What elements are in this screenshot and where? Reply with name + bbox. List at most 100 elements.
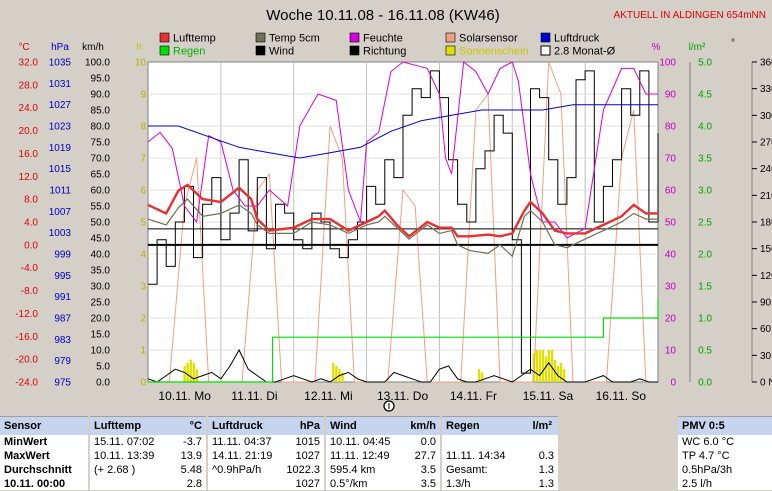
stats-regen-column: Regen l/m² 11.11. 14:34 0.3 Gesamt: 1.3 1.3… (442, 416, 558, 490)
axis-header-hpa: hPa (51, 42, 69, 53)
sunshine-bar (189, 359, 192, 382)
tick-label-pct: 40 (665, 250, 677, 261)
tick-label-h: 1 (140, 346, 146, 357)
tick-label-deg: 150 (760, 244, 772, 255)
series-line-lufttemp (147, 183, 658, 238)
series-line-temp5cm (147, 198, 658, 258)
stats-wind-row: 10.11. 04:45 0.0 (330, 436, 436, 448)
tick-label-hpa: 1031 (49, 79, 72, 90)
tick-label-kmh: 55.0 (91, 202, 111, 213)
sunshine-bar (480, 372, 484, 382)
legend-label-temp5cm: Temp 5cm (269, 33, 320, 45)
tick-label-hpa: 979 (54, 356, 71, 367)
tick-label-deg: 0 N (760, 378, 772, 389)
tick-label-pct: 60 (665, 186, 677, 197)
legend-swatch-sonnenschein (445, 45, 456, 56)
tick-label-temp: 12.0 (19, 172, 39, 183)
tick-label-kmh: 65.0 (91, 170, 111, 181)
tick-label-hpa: 1019 (49, 143, 72, 154)
tick-label-hpa: 1027 (49, 100, 72, 111)
stats-sensor-header: Sensor (0, 417, 88, 435)
weather-chart: Woche 10.11.08 - 16.11.08 (KW46) AKTUELL… (15, 7, 772, 412)
tick-label-h: 7 (140, 154, 146, 165)
tick-label-h: 6 (140, 186, 146, 197)
axis-headers: °C hPa km/h h% l/m² ° (18, 38, 735, 53)
legend-swatch-monat (540, 45, 551, 56)
sunshine-bar (541, 350, 545, 382)
tick-label-kmh: 5.0 (96, 362, 110, 373)
sunshine-bar (547, 350, 551, 382)
tick-label-deg: 30 (760, 351, 772, 362)
tick-label-kmh: 40.0 (91, 250, 111, 261)
stats-luftdruck-row: ^0.9hPa/h 1022.3 (212, 464, 320, 476)
tick-label-deg: 300 (760, 111, 772, 122)
legend-swatch-richtung (349, 45, 360, 56)
tick-label-kmh: 45.0 (91, 234, 111, 245)
tick-label-pct: 50 (665, 218, 677, 229)
legend-label-richtung: Richtung (363, 46, 406, 58)
axis-header-deg: ° (731, 38, 735, 49)
tick-label-kmh: 95.0 (91, 74, 111, 85)
stats-pmv-row: WC 6.0 °C (682, 436, 735, 448)
sunshine-bar (332, 362, 335, 382)
legend-label-monat: 2.8 Monat-Ø (554, 46, 616, 58)
tick-label-temp: 32.0 (19, 58, 39, 69)
stats-wind-header: Wind km/h (326, 417, 440, 435)
tick-label-h: 3 (140, 282, 146, 293)
tick-label-h: 0 (140, 378, 146, 389)
stats-wind-row: 595.4 km 3.5 (330, 464, 436, 476)
tick-label-h: 10 (135, 58, 147, 69)
sunshine-bar (477, 369, 481, 382)
tick-label-temp: 4.0 (24, 218, 38, 229)
legend-swatch-feuchte (349, 32, 360, 43)
stats-regen-row: 11.11. 14:34 0.3 (446, 450, 554, 462)
legend-label-wind: Wind (269, 46, 294, 58)
location-banner: AKTUELL IN ALDINGEN 654mNN (614, 10, 766, 21)
stats-row-label: Durchschnitt (4, 464, 72, 476)
tick-label-h: 2 (140, 314, 146, 325)
tick-label-hpa: 995 (54, 271, 71, 282)
stats-lufttemp-column: Lufttemp °C 15.11. 07:02 -3.7 10.11. 13:39… (90, 416, 206, 490)
stats-pmv-row: TP 4.7 °C (682, 450, 730, 462)
tick-label-temp: -8.0 (21, 286, 39, 297)
tick-label-h: 4 (140, 250, 146, 261)
tick-label-kmh: 10.0 (91, 346, 111, 357)
stats-wind-column: Wind km/h 10.11. 04:45 0.0 11.11. 12:49 27.… (326, 416, 440, 490)
tick-label-kmh: 60.0 (91, 186, 111, 197)
tick-label-pct: 90 (665, 90, 677, 101)
x-tick-label-day: 16.11. So (596, 389, 647, 403)
sunshine-bar (535, 350, 538, 382)
tick-label-hpa: 999 (54, 250, 71, 261)
legend-label-feuchte: Feuchte (363, 33, 403, 45)
tick-label-deg: 60 (760, 324, 772, 335)
legend-swatch-lufttemp (159, 32, 170, 43)
x-tick-label-day: 11.11. Di (231, 389, 277, 403)
tick-label-deg: 360 N (760, 58, 772, 69)
series-line-regen (148, 298, 659, 383)
tick-label-deg: 270 W (760, 138, 772, 149)
tick-label-kmh: 100.0 (85, 58, 110, 69)
tick-label-deg: 180 S (760, 218, 772, 229)
stats-sensor-column: Sensor MinWert MaxWert Durchschnitt 10.1… (0, 416, 88, 490)
tick-label-temp: 8.0 (24, 195, 38, 206)
axis-header-lm2: l/m² (689, 42, 706, 53)
time-scrubber[interactable] (383, 400, 395, 412)
stats-luftdruck-header: Luftdruck hPa (208, 417, 324, 435)
tick-label-deg: 240 (760, 164, 772, 175)
stats-lufttemp-header: Lufttemp °C (90, 417, 206, 435)
stats-row-label: MinWert (4, 436, 48, 448)
stats-lufttemp-row: 10.11. 13:39 13.9 (94, 450, 202, 462)
stats-regen-row (442, 435, 558, 449)
tick-label-pct: 100 (659, 58, 676, 69)
tick-label-lm2: 2.0 (698, 250, 712, 261)
sunshine-bar (562, 369, 566, 382)
x-tick-label-day: 10.11. Mo (158, 389, 211, 403)
tick-label-temp: 20.0 (19, 126, 39, 137)
x-tick-label-day: 14.11. Fr (450, 389, 497, 403)
stats-lufttemp-row: 2.8 (186, 478, 202, 490)
series-line-feuchte (147, 61, 658, 239)
tick-label-temp: 24.0 (19, 103, 39, 114)
tick-label-deg: 330 (760, 84, 772, 95)
tick-label-kmh: 20.0 (91, 314, 111, 325)
stats-luftdruck-row: 14.11. 21:19 1027 (212, 450, 320, 462)
